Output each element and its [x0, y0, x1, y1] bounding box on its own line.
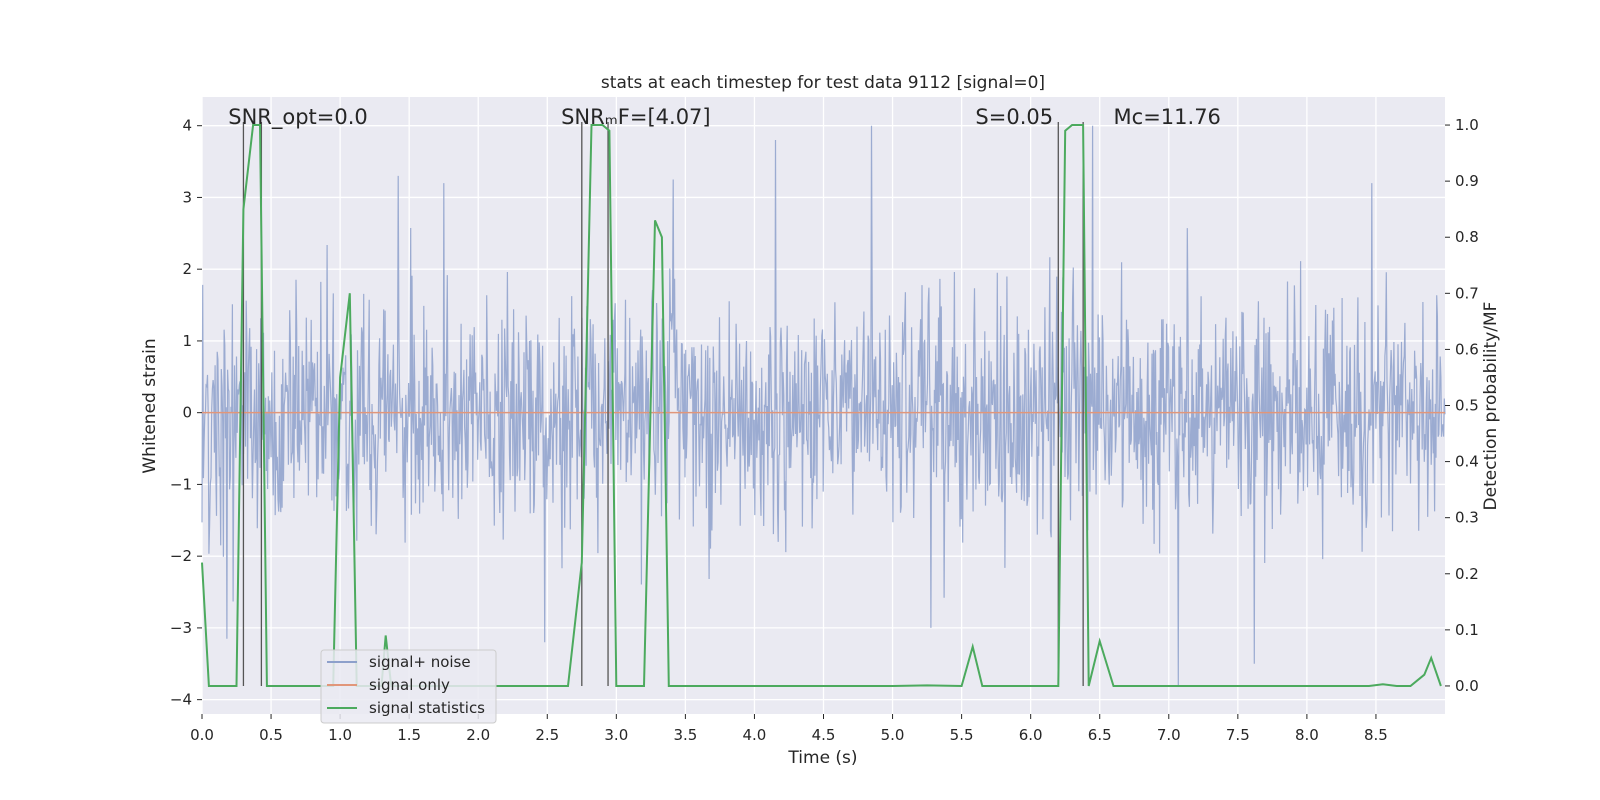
x-tick-label-12: 6.0: [1019, 726, 1043, 744]
annotation-mc-value: Mᴄ=11.76: [1114, 105, 1221, 129]
y-tick-label-3: 1: [182, 332, 192, 350]
x-tick-label-16: 8.0: [1295, 726, 1319, 744]
legend-label-signal-only: signal only: [369, 676, 450, 694]
y2-axis-label: Detection probability/MF: [1481, 302, 1501, 511]
y-axis-ticks: 4 3 2 1 0 −1 −2 −3 −4: [170, 117, 202, 709]
x-tick-label-14: 7.0: [1157, 726, 1181, 744]
chart-title: stats at each timestep for test data 911…: [601, 73, 1045, 93]
x-tick-label-10: 5.0: [881, 726, 905, 744]
legend-box: [320, 649, 497, 724]
annotation-s-value: S=0.05: [975, 105, 1053, 129]
annotation-snr-opt: SNR_opt=0.0: [228, 105, 368, 130]
x-tick-label-7: 3.5: [673, 726, 697, 744]
y2-tick-label-1: 0.9: [1455, 172, 1479, 190]
y2-tick-label-6: 0.4: [1455, 453, 1479, 471]
x-tick-label-13: 6.5: [1088, 726, 1112, 744]
series-signal-statistics: [201, 124, 1442, 688]
legend: signal+ noise signal only signal statist…: [320, 649, 497, 724]
noise-line: [201, 125, 1446, 686]
x-axis-ticks: 0.0 0.5 1.0 1.5 2.0 2.5 3.0 3.5 4.0 4.5 5.0 5.5 6.0 6…: [190, 714, 1388, 744]
y2-tick-label-4: 0.6: [1455, 340, 1479, 358]
x-tick-label-1: 0.5: [259, 726, 283, 744]
x-tick-label-0: 0.0: [190, 726, 214, 744]
y-tick-label-5: −1: [170, 475, 192, 493]
y2-tick-label-7: 0.3: [1455, 509, 1479, 527]
y-tick-label-2: 2: [182, 260, 192, 278]
x-tick-label-4: 2.0: [466, 726, 490, 744]
x-tick-label-8: 4.0: [743, 726, 767, 744]
y2-axis-ticks: 1.0 0.9 0.8 0.7 0.6 0.5 0.4 0.3 0.2 0.1 0.0: [1445, 116, 1479, 695]
y2-tick-label-2: 0.8: [1455, 228, 1479, 246]
y-axis-label: Whitened strain: [140, 338, 160, 473]
y-tick-label-1: 3: [182, 188, 192, 206]
annotations: SNR_opt=0.0 SNRₘF=[4.07] S=0.05 Mᴄ=11.76: [228, 105, 1221, 130]
y2-tick-label-9: 0.1: [1455, 621, 1479, 639]
x-tick-label-6: 3.0: [604, 726, 628, 744]
y2-tick-label-3: 0.7: [1455, 284, 1479, 302]
legend-label-noise: signal+ noise: [369, 653, 471, 671]
x-tick-label-11: 5.5: [950, 726, 974, 744]
y2-tick-label-5: 0.5: [1455, 397, 1479, 415]
x-tick-label-3: 1.5: [397, 726, 421, 744]
y2-tick-label-8: 0.2: [1455, 565, 1479, 583]
series-signal-noise: [201, 125, 1446, 686]
annotation-snr-mf: SNRₘF=[4.07]: [561, 105, 711, 129]
x-tick-label-5: 2.5: [535, 726, 559, 744]
statistics-line: [201, 124, 1442, 688]
x-tick-label-17: 8.5: [1364, 726, 1388, 744]
y-tick-label-7: −3: [170, 619, 192, 637]
x-tick-label-2: 1.0: [328, 726, 352, 744]
y-tick-label-0: 4: [182, 117, 192, 135]
legend-label-statistics: signal statistics: [369, 699, 485, 717]
y2-tick-label-0: 1.0: [1455, 116, 1479, 134]
y-tick-label-4: 0: [182, 404, 192, 422]
y2-tick-label-10: 0.0: [1455, 677, 1479, 695]
x-tick-label-15: 7.5: [1226, 726, 1250, 744]
y-tick-label-8: −4: [170, 691, 192, 709]
x-tick-label-9: 4.5: [812, 726, 836, 744]
x-axis-label: Time (s): [787, 748, 857, 768]
y-tick-label-6: −2: [170, 547, 192, 565]
